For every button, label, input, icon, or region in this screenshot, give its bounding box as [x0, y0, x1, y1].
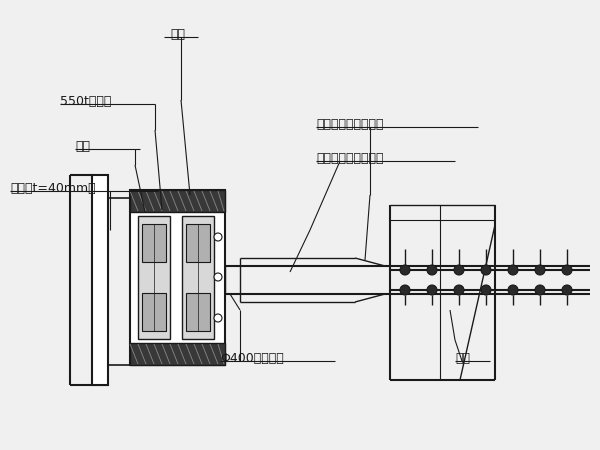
- Circle shape: [214, 273, 222, 281]
- Circle shape: [562, 265, 572, 275]
- Bar: [186, 224, 210, 262]
- Bar: [138, 216, 170, 339]
- Text: Φ400无缝钢管: Φ400无缝钢管: [220, 352, 284, 365]
- Bar: [130, 190, 225, 365]
- Circle shape: [454, 285, 464, 295]
- Text: 斜拉索施工用开合板: 斜拉索施工用开合板: [316, 152, 383, 165]
- Circle shape: [427, 265, 437, 275]
- Text: 搽脚: 搽脚: [170, 28, 185, 41]
- Bar: [130, 190, 225, 212]
- Bar: [130, 343, 225, 365]
- Circle shape: [508, 285, 518, 295]
- Text: 牛腿: 牛腿: [455, 352, 470, 365]
- Circle shape: [214, 233, 222, 241]
- Text: 垫板: 垫板: [75, 140, 90, 153]
- Circle shape: [535, 285, 545, 295]
- Circle shape: [427, 285, 437, 295]
- Bar: [186, 293, 210, 331]
- Bar: [182, 216, 214, 339]
- Circle shape: [481, 285, 491, 295]
- Circle shape: [508, 265, 518, 275]
- Text: 斜拉索施工用变径头: 斜拉索施工用变径头: [316, 118, 383, 131]
- Circle shape: [400, 265, 410, 275]
- Bar: [142, 293, 166, 331]
- Circle shape: [481, 265, 491, 275]
- Text: 钢板（t=40mm）: 钢板（t=40mm）: [10, 182, 95, 195]
- Circle shape: [562, 285, 572, 295]
- Circle shape: [454, 265, 464, 275]
- Circle shape: [214, 314, 222, 322]
- Bar: [92, 175, 108, 385]
- Circle shape: [535, 265, 545, 275]
- Text: 550t千斤顶: 550t千斤顶: [60, 95, 112, 108]
- Circle shape: [400, 285, 410, 295]
- Bar: [142, 224, 166, 262]
